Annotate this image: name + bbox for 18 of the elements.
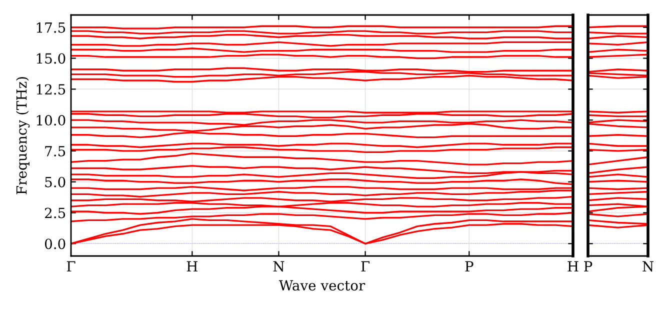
x-tick-label: H [186, 261, 198, 272]
y-axis-title: Frequency (THz) [16, 77, 30, 194]
x-tick-label: Γ [361, 261, 370, 272]
y-tick-label: 17.5 [36, 22, 66, 33]
y-tick-label: 10.0 [36, 115, 66, 126]
y-tick-label: 2.5 [44, 208, 66, 218]
x-axis-title: Wave vector [278, 280, 366, 291]
y-tick-label: 5.0 [45, 176, 66, 188]
y-tick-label: 15.0 [36, 53, 66, 64]
x-tick-label: Γ [66, 261, 76, 272]
x-tick-label: N [642, 261, 654, 272]
y-tick-label: 7.5 [45, 146, 66, 156]
x-tick-label: P [584, 261, 592, 272]
x-tick-label: P [465, 261, 474, 272]
x-tick-label: H [568, 261, 578, 272]
x-tick-label: N [273, 261, 284, 272]
y-tick-label: 0.0 [44, 238, 66, 250]
y-tick-label: 12.5 [36, 84, 66, 95]
